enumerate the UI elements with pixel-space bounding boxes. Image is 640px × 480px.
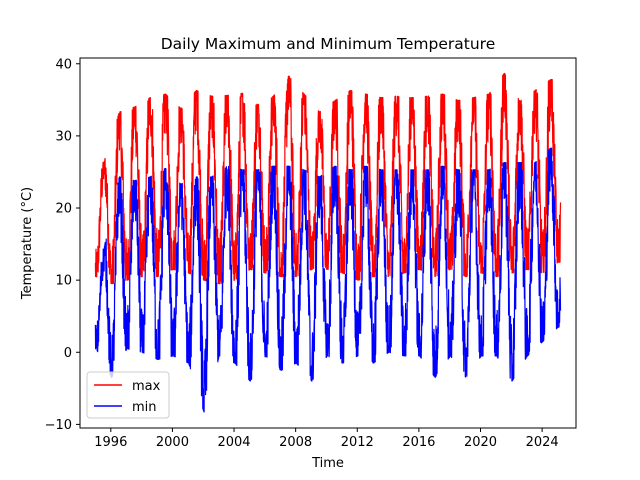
x-tick-label: 2024	[526, 435, 559, 450]
x-tick-label: 2008	[279, 435, 312, 450]
series-line-max	[94, 72, 562, 285]
x-tick-label: 2020	[464, 435, 497, 450]
y-tick-label: −10	[45, 418, 72, 433]
plot-frame	[79, 57, 577, 429]
series-line-min	[94, 147, 562, 413]
legend-label-max: max	[132, 379, 161, 394]
y-tick-label: 30	[55, 129, 72, 144]
legend-label-min: min	[132, 400, 157, 415]
y-tick-label: 0	[64, 346, 72, 361]
chart-title: Daily Maximum and Minimum Temperature	[161, 35, 495, 53]
y-axis: −10 0 10 20 30 40	[45, 57, 80, 433]
x-tick-label: 2000	[156, 435, 189, 450]
x-axis-label: Time	[311, 456, 344, 471]
plot-series	[94, 72, 562, 413]
y-tick-label: 40	[55, 57, 72, 72]
x-tick-label: 2012	[341, 435, 374, 450]
y-tick-label: 10	[55, 274, 72, 289]
x-tick-label: 1996	[94, 435, 127, 450]
legend: max min	[86, 371, 170, 419]
y-axis-label: Temperature (°C)	[20, 187, 35, 300]
x-axis: 1996 2000 2004 2008 2012 2016 2020 2024	[94, 428, 559, 450]
x-tick-label: 2016	[402, 435, 435, 450]
x-tick-label: 2004	[217, 435, 250, 450]
y-tick-label: 20	[55, 202, 72, 217]
